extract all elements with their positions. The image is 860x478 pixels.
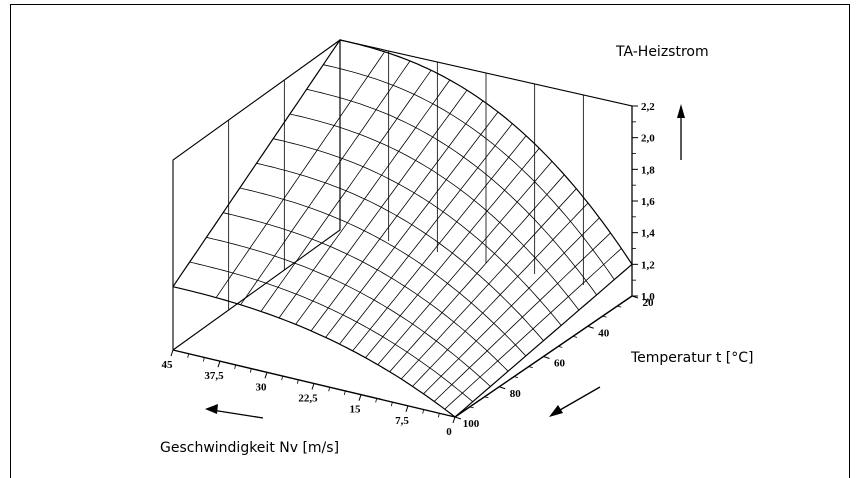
x-tick-label: 45 <box>162 359 174 371</box>
surface-line-t <box>172 286 456 418</box>
x-minor-tick <box>328 387 331 392</box>
y-tick <box>543 356 550 359</box>
x-minor-tick <box>234 364 237 369</box>
z-axis-label: TA-Heizstrom <box>615 44 709 60</box>
x-minor-tick <box>187 353 190 358</box>
surface-line-t <box>289 113 580 311</box>
z-tick-label: 2,0 <box>641 133 655 145</box>
surface-line-v <box>389 174 565 373</box>
y-tick-label: 40 <box>598 327 610 339</box>
x-minor-tick <box>281 375 284 381</box>
x-minor-tick <box>375 398 378 403</box>
y-minor-tick <box>617 305 622 308</box>
x-tick-label: 15 <box>350 404 362 416</box>
z-tick-label: 1,8 <box>641 164 655 176</box>
x-tick-label: 37,5 <box>204 370 224 382</box>
surface-line-v <box>377 161 553 365</box>
y-minor-tick <box>528 366 533 368</box>
surface-line-v <box>444 248 622 410</box>
y-minor-tick <box>469 406 474 409</box>
y-tick-label: 60 <box>554 358 566 370</box>
surface-line-t <box>206 236 491 387</box>
x-tick-label: 22,5 <box>298 393 318 405</box>
z-tick-label: 2,2 <box>641 101 655 113</box>
x-tick-label: 7,5 <box>395 415 409 427</box>
surface-line-v <box>352 135 527 352</box>
surface-line-v <box>215 51 385 298</box>
surface-line-t <box>239 187 527 357</box>
y-minor-tick <box>572 335 578 338</box>
z-tick-label: 1,2 <box>641 259 655 271</box>
x-minor-tick <box>249 368 252 373</box>
axes <box>170 105 639 424</box>
x-minor-tick <box>202 357 205 362</box>
y-tick-label: 100 <box>463 418 480 430</box>
y-axis-label: Temperatur t [°C] <box>630 350 753 366</box>
surface-line-v <box>454 263 633 418</box>
surface-line-t <box>189 261 473 403</box>
surface-line-t <box>339 39 633 265</box>
surface-line-v <box>433 232 611 402</box>
surface-line-v <box>325 111 499 338</box>
z-tick-label: 1,0 <box>641 291 655 303</box>
surface-line-v <box>278 79 451 319</box>
x-axis-label: Geschwindigkeit Nv [m/s] <box>160 440 339 456</box>
x-tick <box>311 383 315 390</box>
y-minor-tick <box>484 396 489 399</box>
x-minor-tick <box>343 390 346 396</box>
surface-line-v <box>260 70 432 312</box>
y-direction-arrow-icon <box>549 386 601 417</box>
y-minor-tick <box>558 346 563 348</box>
x-tick <box>405 405 409 412</box>
y-tick <box>587 325 594 329</box>
x-minor-tick <box>437 413 440 418</box>
left-wall <box>172 38 341 351</box>
surface-line-v <box>240 60 411 306</box>
z-tick-label: 1,4 <box>641 228 655 240</box>
x-minor-tick <box>390 402 393 407</box>
y-tick <box>454 416 462 420</box>
x-tick-label: 30 <box>256 381 268 393</box>
tick-labels: 45 37,5 30 22,5 15 7,5 0 20 40 60 80 100 2,2 2,0 1,8 1,… <box>162 101 656 438</box>
x-tick <box>217 361 221 368</box>
y-tick-label: 20 <box>643 297 655 309</box>
surface-line-t <box>256 162 544 341</box>
surface-line-v <box>310 100 484 332</box>
surface-line-v <box>365 148 540 358</box>
y-tick-label: 80 <box>510 388 522 400</box>
x-tick <box>452 416 456 424</box>
x-minor-tick <box>296 379 299 384</box>
surface-line-t <box>273 138 562 326</box>
z-tick-label: 1,6 <box>641 196 655 208</box>
surface-line-v <box>295 89 468 325</box>
surface-line-t <box>323 64 615 280</box>
surface-line-v <box>400 188 577 380</box>
surface-line-v <box>423 217 600 395</box>
x-tick <box>358 394 362 401</box>
x-tick <box>170 349 174 357</box>
y-minor-tick <box>602 315 607 318</box>
x-tick <box>264 372 268 379</box>
surface-mesh <box>172 39 633 418</box>
surface-line-v <box>172 39 341 288</box>
surface-line-v <box>412 202 589 387</box>
y-tick <box>499 386 506 390</box>
x-minor-tick <box>422 409 425 414</box>
z-direction-arrow-icon <box>677 104 685 160</box>
surface-line-t <box>223 212 509 372</box>
surface-line-t <box>306 88 597 296</box>
x-tick-label: 0 <box>446 426 452 438</box>
y-minor-tick <box>513 376 519 379</box>
surface-line-v <box>339 123 513 345</box>
x-direction-arrow-icon <box>205 404 264 419</box>
